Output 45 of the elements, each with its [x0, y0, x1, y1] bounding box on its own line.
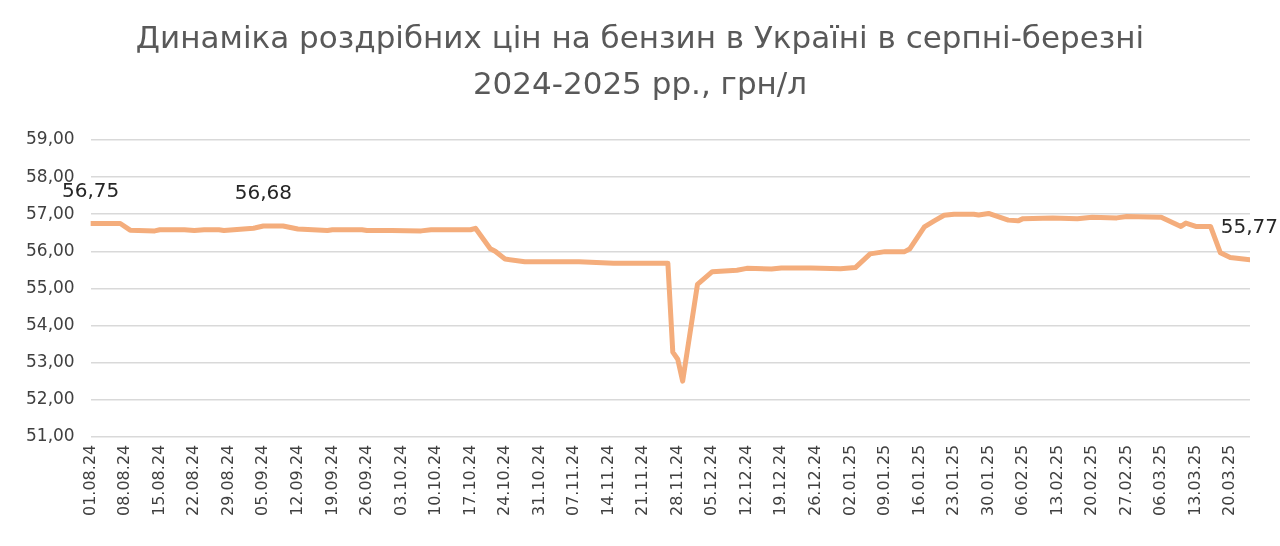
y-tick-label: 56,00	[26, 239, 75, 260]
y-tick-label: 57,00	[26, 202, 75, 223]
x-tick-label: 06.03.25	[1150, 444, 1170, 516]
data-label: 56,68	[234, 180, 292, 205]
y-tick-label: 54,00	[26, 313, 75, 334]
x-tick-label: 12.09.24	[287, 444, 307, 516]
y-tick-label: 51,00	[26, 425, 75, 446]
y-tick-label: 52,00	[26, 388, 75, 409]
x-tick-label: 05.09.24	[252, 444, 272, 516]
x-tick-label: 08.08.24	[114, 444, 134, 516]
y-tick-label: 53,00	[26, 350, 75, 371]
x-tick-label: 19.12.24	[770, 444, 790, 516]
x-tick-label: 30.01.25	[977, 444, 997, 516]
x-tick-label: 27.02.25	[1115, 444, 1135, 516]
x-tick-label: 15.08.24	[148, 444, 168, 516]
x-tick-label: 07.11.24	[563, 444, 583, 516]
x-tick-label: 21.11.24	[632, 444, 652, 516]
x-tick-label: 14.11.24	[597, 444, 617, 516]
y-tick-label: 59,00	[26, 128, 75, 149]
x-tick-label: 23.01.25	[943, 444, 963, 516]
x-tick-label: 31.10.24	[528, 444, 548, 516]
x-tick-label: 16.01.25	[908, 444, 928, 516]
x-tick-label: 12.12.24	[735, 444, 755, 516]
chart-title: Динаміка роздрібних цін на бензин в Україні в серпні-березні 2024-2025 рр., грн/л	[134, 18, 1146, 103]
x-tick-label: 10.10.24	[425, 444, 445, 516]
x-tick-label: 05.12.24	[701, 444, 721, 516]
x-tick-label: 28.11.24	[666, 444, 686, 516]
x-tick-label: 13.03.25	[1184, 444, 1204, 516]
x-tick-label: 13.02.25	[1046, 444, 1066, 516]
x-tick-label: 19.09.24	[321, 444, 341, 516]
x-tick-label: 26.12.24	[805, 444, 825, 516]
x-tick-label: 09.01.25	[874, 444, 894, 516]
x-tick-label: 02.01.25	[839, 444, 859, 516]
x-tick-label: 26.09.24	[356, 444, 376, 516]
x-tick-label: 24.10.24	[494, 444, 514, 516]
x-tick-label: 06.02.25	[1012, 444, 1032, 516]
y-tick-label: 55,00	[26, 276, 75, 297]
x-tick-label: 20.02.25	[1081, 444, 1101, 516]
data-label: 55,77	[1220, 214, 1279, 239]
x-tick-label: 03.10.24	[390, 444, 410, 516]
x-tick-label: 22.08.24	[183, 444, 203, 516]
x-tick-label: 01.08.24	[79, 444, 99, 516]
x-tick-label: 17.10.24	[459, 444, 479, 516]
x-tick-label: 29.08.24	[217, 444, 237, 516]
x-tick-label: 20.03.25	[1219, 444, 1239, 516]
